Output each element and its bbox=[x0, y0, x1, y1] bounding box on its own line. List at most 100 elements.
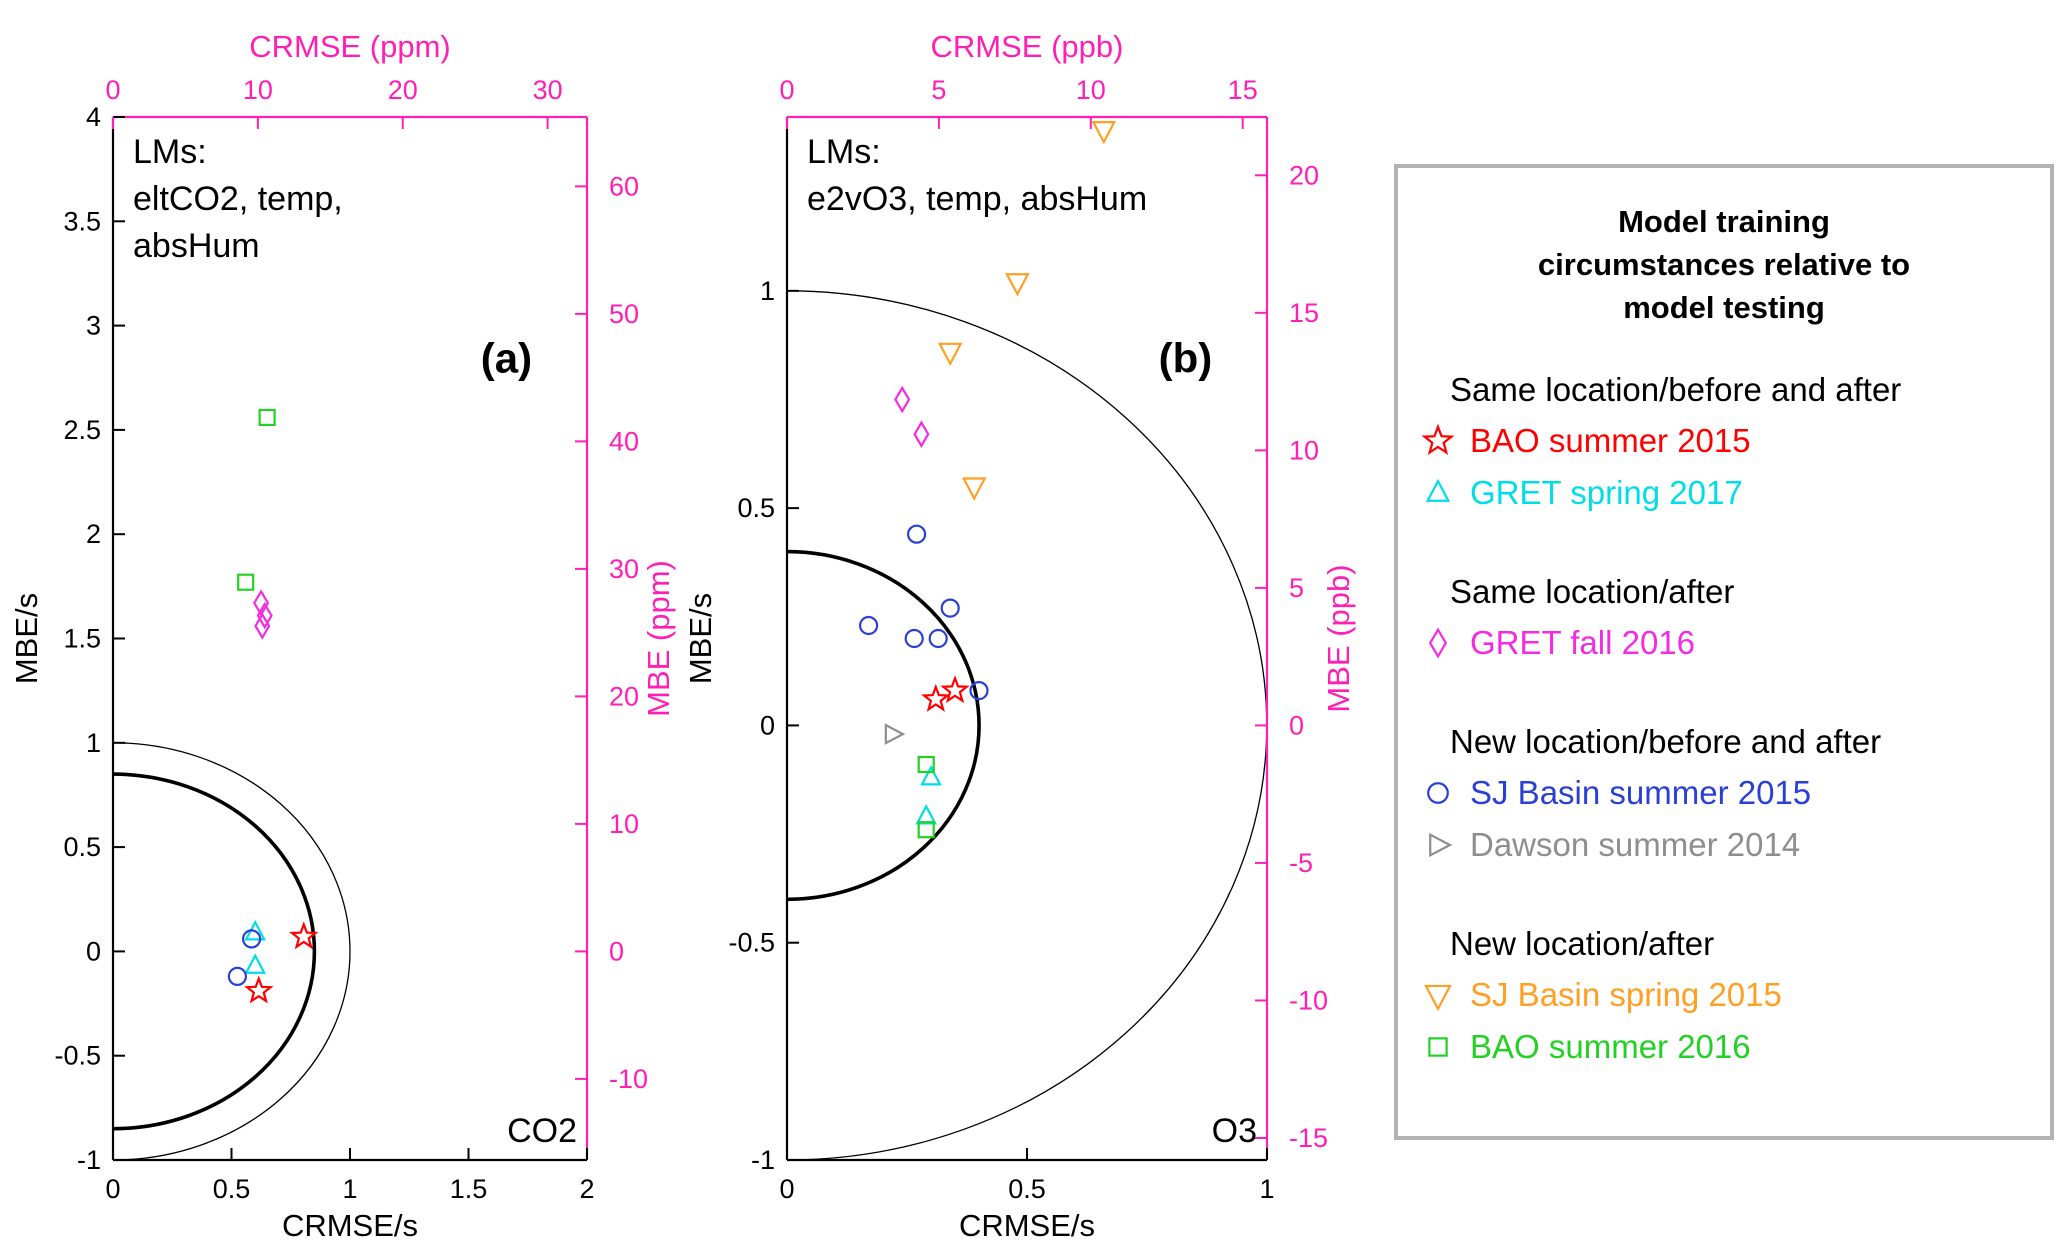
axis-tick-label: -15 bbox=[1289, 1123, 1328, 1153]
right-axis-label: MBE (ppm) bbox=[641, 560, 676, 717]
axis-tick-label: 0 bbox=[105, 1174, 120, 1204]
axis-tick-label: -0.5 bbox=[54, 1041, 101, 1071]
series-bao-summer-2016 bbox=[917, 755, 935, 839]
axis-tick-label: 10 bbox=[1289, 435, 1319, 465]
y-axis-label: MBE/s bbox=[9, 593, 44, 684]
triangle-right-marker bbox=[884, 723, 906, 745]
axis-tick-label: 10 bbox=[1076, 75, 1106, 105]
axis-tick-label: 5 bbox=[931, 75, 946, 105]
top-axis-label: CRMSE (ppm) bbox=[249, 29, 451, 64]
legend-item-label: Dawson summer 2014 bbox=[1470, 826, 1801, 863]
axis-tick-label: 15 bbox=[1289, 298, 1319, 328]
axis-tick-label: -1 bbox=[751, 1145, 775, 1175]
axis-tick-label: 1 bbox=[760, 276, 775, 306]
legend-group-heading: Same location/after bbox=[1450, 573, 1735, 610]
triangle-right-icon bbox=[1429, 832, 1453, 858]
reference-arc bbox=[786, 549, 981, 902]
axis-tick-label: 1 bbox=[86, 728, 101, 758]
axis-tick-label: 20 bbox=[388, 75, 418, 105]
axis-tick-label: 1 bbox=[342, 1174, 357, 1204]
axis-tick-label: 0 bbox=[779, 1174, 794, 1204]
panel-b: 0 0.5 1-1-0.500.510 5 10 15-15-10-505101520CR… bbox=[683, 29, 1356, 1243]
axis-tick-label: 0.5 bbox=[213, 1174, 251, 1204]
axis-tick-label: 0 bbox=[86, 936, 101, 966]
lm-annotation-line: LMs: bbox=[133, 133, 207, 171]
triangle-up-marker bbox=[1425, 478, 1451, 502]
series-gret-fall-2016 bbox=[894, 385, 930, 448]
axis-tick-label: 20 bbox=[1289, 160, 1319, 190]
legend-item: SJ Basin summer 2015 bbox=[1398, 773, 2050, 813]
circle-marker bbox=[940, 598, 960, 618]
circle-marker bbox=[904, 628, 924, 649]
x-axis-label: CRMSE/s bbox=[959, 1208, 1095, 1243]
legend-item-label: GRET fall 2016 bbox=[1470, 624, 1696, 661]
axis-tick-label: 0 bbox=[1289, 710, 1304, 740]
legend-group: Same location/before and after BAO summer… bbox=[1398, 371, 2050, 513]
circle-marker bbox=[969, 680, 989, 701]
legend-item-label: GRET spring 2017 bbox=[1470, 474, 1743, 511]
panel-a: 0 0.5 1 1.5 2-1-0.500.511.522.533.540 10 20 30-… bbox=[9, 29, 676, 1243]
y-axis-label: MBE/s bbox=[683, 593, 718, 684]
axis-tick-label: -10 bbox=[1289, 985, 1328, 1015]
axis-tick-label: 0 bbox=[609, 936, 624, 966]
legend-group-heading: Same location/before and after bbox=[1450, 371, 1902, 408]
circle-marker bbox=[906, 524, 927, 544]
axis-tick-label: 60 bbox=[609, 171, 639, 201]
triangle-down-marker bbox=[1005, 273, 1030, 297]
star-marker bbox=[244, 975, 274, 1004]
series-bao-summer-2016 bbox=[237, 408, 276, 591]
circle-marker bbox=[928, 628, 948, 649]
top-axis-label: CRMSE (ppb) bbox=[931, 29, 1124, 64]
star-icon bbox=[1421, 423, 1455, 456]
axis-tick-label: 0.5 bbox=[737, 493, 775, 523]
square-marker bbox=[917, 755, 935, 774]
axis-tick-label: 1.5 bbox=[450, 1174, 488, 1204]
diamond-icon bbox=[1428, 627, 1448, 659]
series-dawson-summer-2014 bbox=[884, 723, 906, 745]
reference-arc bbox=[112, 742, 351, 1161]
axis-tick-label: 40 bbox=[609, 426, 639, 456]
triangle-down-marker bbox=[1091, 121, 1117, 145]
diamond-marker bbox=[913, 420, 930, 448]
legend-item: BAO summer 2016 bbox=[1398, 1027, 2050, 1067]
axis-tick-label: 0.5 bbox=[1008, 1174, 1046, 1204]
diamond-marker bbox=[1428, 627, 1448, 659]
axis-tick-label: 2 bbox=[579, 1174, 594, 1204]
axis-tick-label: 20 bbox=[609, 681, 639, 711]
legend-item-label: SJ Basin spring 2015 bbox=[1470, 976, 1782, 1013]
triangle-down-marker bbox=[1424, 984, 1452, 1012]
axis-tick-label: 3.5 bbox=[63, 206, 101, 236]
star-marker bbox=[1421, 423, 1455, 456]
axis-tick-label: 0 bbox=[760, 710, 775, 740]
axis-tick-label: -0.5 bbox=[728, 928, 775, 958]
panel-corner-label: (b) bbox=[1159, 335, 1213, 382]
square-icon bbox=[1428, 1037, 1448, 1057]
triangle-up-marker bbox=[920, 764, 942, 786]
panel-corner-label: (a) bbox=[481, 335, 532, 382]
square-marker bbox=[1428, 1037, 1448, 1057]
lm-annotation-line: e2vO3, temp, absHum bbox=[807, 180, 1147, 218]
legend-group: Same location/after GRET fall 2016 bbox=[1398, 573, 2050, 663]
axis-tick-label: 30 bbox=[533, 75, 563, 105]
triangle-up-marker bbox=[915, 803, 938, 825]
axis-tick-label: 30 bbox=[609, 554, 639, 584]
legend-box: Model training circumstances relative to m… bbox=[1394, 164, 2054, 1140]
legend-title-line: Model training bbox=[1618, 204, 1830, 239]
triangle-right-marker bbox=[1429, 832, 1453, 858]
axis-tick-label: 1 bbox=[1259, 1174, 1274, 1204]
triangle-down-marker bbox=[961, 477, 987, 501]
series-bao-summer-2015 bbox=[921, 675, 970, 712]
axis-tick-label: 2 bbox=[86, 519, 101, 549]
triangle-down-icon bbox=[1424, 984, 1452, 1012]
diamond-marker bbox=[894, 385, 911, 414]
legend-item: BAO summer 2015 bbox=[1398, 421, 2050, 461]
star-marker bbox=[940, 675, 970, 704]
axis-tick-label: -1 bbox=[77, 1145, 101, 1175]
series-bao-summer-2015 bbox=[244, 921, 319, 1004]
square-marker bbox=[258, 408, 276, 426]
series-gret-fall-2016 bbox=[253, 589, 273, 640]
series-gret-spring-2017 bbox=[915, 764, 942, 825]
square-marker bbox=[237, 573, 255, 591]
axis-tick-label: 4 bbox=[86, 102, 101, 132]
star-marker bbox=[289, 921, 319, 950]
